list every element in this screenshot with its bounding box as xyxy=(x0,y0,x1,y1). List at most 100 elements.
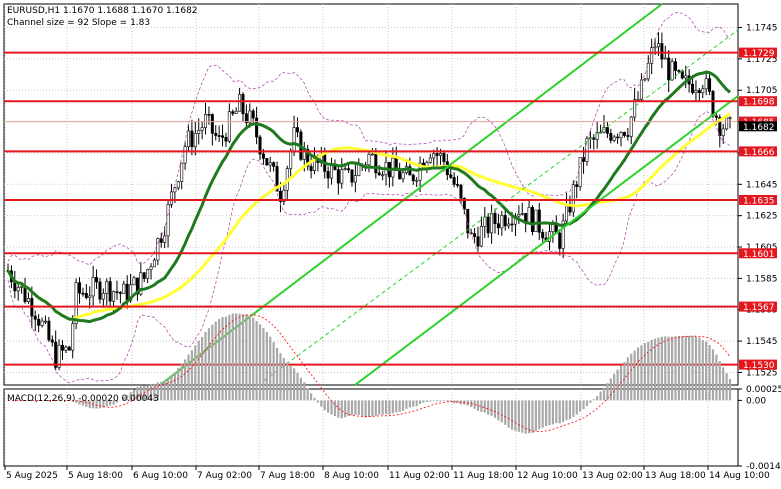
bull-candle xyxy=(289,150,293,169)
bear-candle xyxy=(261,153,265,159)
ma-fast-line xyxy=(6,70,731,324)
bull-candle xyxy=(663,57,667,60)
y-tick-label: 1.1585 xyxy=(746,274,778,284)
bull-candle xyxy=(534,209,538,232)
bollinger-lower xyxy=(7,110,731,384)
bear-candle xyxy=(714,115,718,118)
bear-candle xyxy=(350,169,354,183)
level-label-bg xyxy=(739,47,777,58)
bull-candle xyxy=(187,130,191,147)
bull-candle xyxy=(401,172,405,180)
bear-candle xyxy=(265,158,269,166)
bull-candle xyxy=(64,346,68,351)
bull-candle xyxy=(517,214,521,217)
bull-candle xyxy=(527,207,531,224)
bear-candle xyxy=(60,344,64,351)
bear-candle xyxy=(255,117,259,138)
level-label: 1.1698 xyxy=(743,98,775,108)
bull-candle xyxy=(633,99,637,118)
bear-candle xyxy=(221,135,225,138)
bull-candle xyxy=(599,131,603,134)
bear-candle xyxy=(54,341,58,368)
bear-candle xyxy=(530,207,534,232)
x-tick-label: 13 Aug 18:00 xyxy=(645,471,706,481)
x-tick-label: 6 Aug 10:00 xyxy=(133,471,188,481)
bull-candle xyxy=(292,127,296,152)
channel-mid-line xyxy=(257,29,739,386)
bear-candle xyxy=(459,184,463,199)
bear-candle xyxy=(466,208,470,234)
bull-candle xyxy=(146,269,150,279)
bull-candle xyxy=(343,168,347,170)
bear-candle xyxy=(98,281,102,300)
bear-candle xyxy=(503,215,507,227)
bear-candle xyxy=(435,153,439,156)
bear-candle xyxy=(84,293,88,299)
bull-candle xyxy=(656,43,660,48)
bollinger-upper xyxy=(7,12,731,266)
bear-candle xyxy=(210,114,214,134)
bear-candle xyxy=(510,223,514,226)
bear-candle xyxy=(711,91,715,117)
bear-candle xyxy=(275,166,279,192)
bull-candle xyxy=(227,111,231,142)
bull-candle xyxy=(163,235,167,243)
bull-candle xyxy=(197,130,201,134)
x-tick-label: 8 Aug 10:00 xyxy=(324,471,379,481)
level-label: 1.1601 xyxy=(743,250,775,260)
bear-candle xyxy=(224,137,228,142)
bull-candle xyxy=(340,169,344,184)
bull-candle xyxy=(183,146,187,164)
y-tick-label: 1.1725 xyxy=(746,55,778,65)
bull-candle xyxy=(646,62,650,80)
bull-candle xyxy=(156,238,160,261)
macd-y-tick-label: -0.00144 xyxy=(746,462,781,472)
bear-candle xyxy=(660,43,664,60)
bull-candle xyxy=(639,79,643,100)
y-tick-label: 1.1625 xyxy=(746,212,778,222)
macd-header: MACD(12,26,9) -0.00020 0.00043 xyxy=(7,394,159,404)
level-label: 1.1530 xyxy=(743,361,775,371)
bull-candle xyxy=(721,128,725,136)
bull-candle xyxy=(490,213,494,234)
bear-candle xyxy=(708,78,712,92)
y-tick-label: 1.1705 xyxy=(746,86,778,96)
bear-candle xyxy=(135,277,139,295)
x-tick-label: 12 Aug 10:00 xyxy=(517,471,578,481)
bear-candle xyxy=(541,232,545,239)
bear-candle xyxy=(115,291,119,293)
bull-candle xyxy=(248,110,252,124)
bear-candle xyxy=(108,281,112,302)
bull-candle xyxy=(57,344,61,368)
bull-candle xyxy=(43,320,47,323)
bear-candle xyxy=(411,174,415,182)
bull-candle xyxy=(415,179,419,182)
bear-candle xyxy=(449,174,453,178)
bull-candle xyxy=(16,287,20,292)
bear-candle xyxy=(718,117,722,136)
level-label-bg xyxy=(739,301,777,312)
bear-candle xyxy=(374,153,378,174)
bull-candle xyxy=(643,78,647,81)
bear-candle xyxy=(78,282,82,294)
current-price-label: 1.1682 xyxy=(743,123,775,133)
bull-candle xyxy=(428,157,432,163)
macd-y-tick-label: 0.00025 xyxy=(746,385,781,395)
bear-candle xyxy=(258,136,262,155)
bear-candle xyxy=(496,223,500,229)
bull-candle xyxy=(565,203,569,222)
x-tick-label: 7 Aug 18:00 xyxy=(260,471,315,481)
channel-lower-line xyxy=(354,95,739,386)
bear-candle xyxy=(241,94,245,115)
bear-candle xyxy=(677,70,681,72)
x-tick-label: 11 Aug 18:00 xyxy=(453,471,514,481)
level-label-bg xyxy=(739,359,777,370)
x-tick-label: 7 Aug 02:00 xyxy=(197,471,252,481)
bull-candle xyxy=(169,191,173,205)
y-tick-label: 1.1545 xyxy=(746,337,778,347)
bear-candle xyxy=(81,292,85,295)
bear-candle xyxy=(691,83,695,93)
bull-candle xyxy=(193,133,197,148)
